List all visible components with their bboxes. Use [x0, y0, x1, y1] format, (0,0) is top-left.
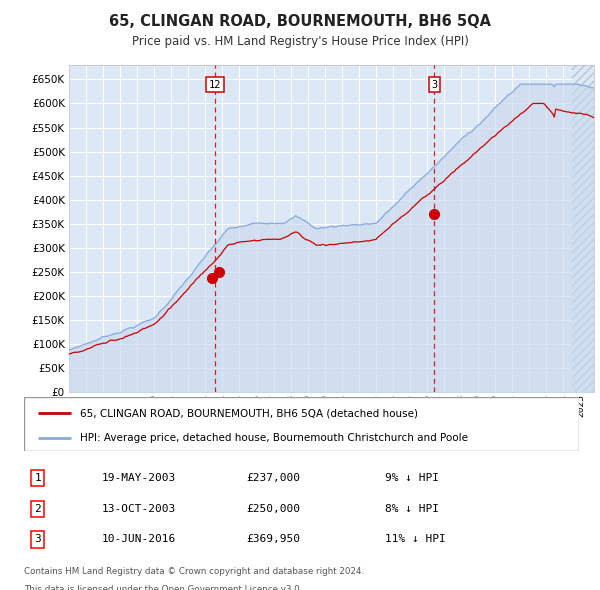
Text: £250,000: £250,000 [246, 504, 300, 514]
Text: 65, CLINGAN ROAD, BOURNEMOUTH, BH6 5QA: 65, CLINGAN ROAD, BOURNEMOUTH, BH6 5QA [109, 14, 491, 29]
Text: 1: 1 [35, 473, 41, 483]
Text: 65, CLINGAN ROAD, BOURNEMOUTH, BH6 5QA (detached house): 65, CLINGAN ROAD, BOURNEMOUTH, BH6 5QA (… [79, 408, 418, 418]
Text: 11% ↓ HPI: 11% ↓ HPI [385, 535, 445, 545]
Text: £369,950: £369,950 [246, 535, 300, 545]
Text: 12: 12 [209, 80, 221, 90]
Text: Contains HM Land Registry data © Crown copyright and database right 2024.: Contains HM Land Registry data © Crown c… [24, 568, 364, 576]
Text: 19-MAY-2003: 19-MAY-2003 [102, 473, 176, 483]
Text: £237,000: £237,000 [246, 473, 300, 483]
Text: 10-JUN-2016: 10-JUN-2016 [102, 535, 176, 545]
Text: 13-OCT-2003: 13-OCT-2003 [102, 504, 176, 514]
Text: 9% ↓ HPI: 9% ↓ HPI [385, 473, 439, 483]
Text: Price paid vs. HM Land Registry's House Price Index (HPI): Price paid vs. HM Land Registry's House … [131, 35, 469, 48]
Text: This data is licensed under the Open Government Licence v3.0.: This data is licensed under the Open Gov… [24, 585, 302, 590]
Text: 8% ↓ HPI: 8% ↓ HPI [385, 504, 439, 514]
Text: 3: 3 [431, 80, 437, 90]
Text: 3: 3 [35, 535, 41, 545]
Text: 2: 2 [35, 504, 41, 514]
Polygon shape [572, 65, 594, 392]
Text: HPI: Average price, detached house, Bournemouth Christchurch and Poole: HPI: Average price, detached house, Bour… [79, 433, 467, 442]
